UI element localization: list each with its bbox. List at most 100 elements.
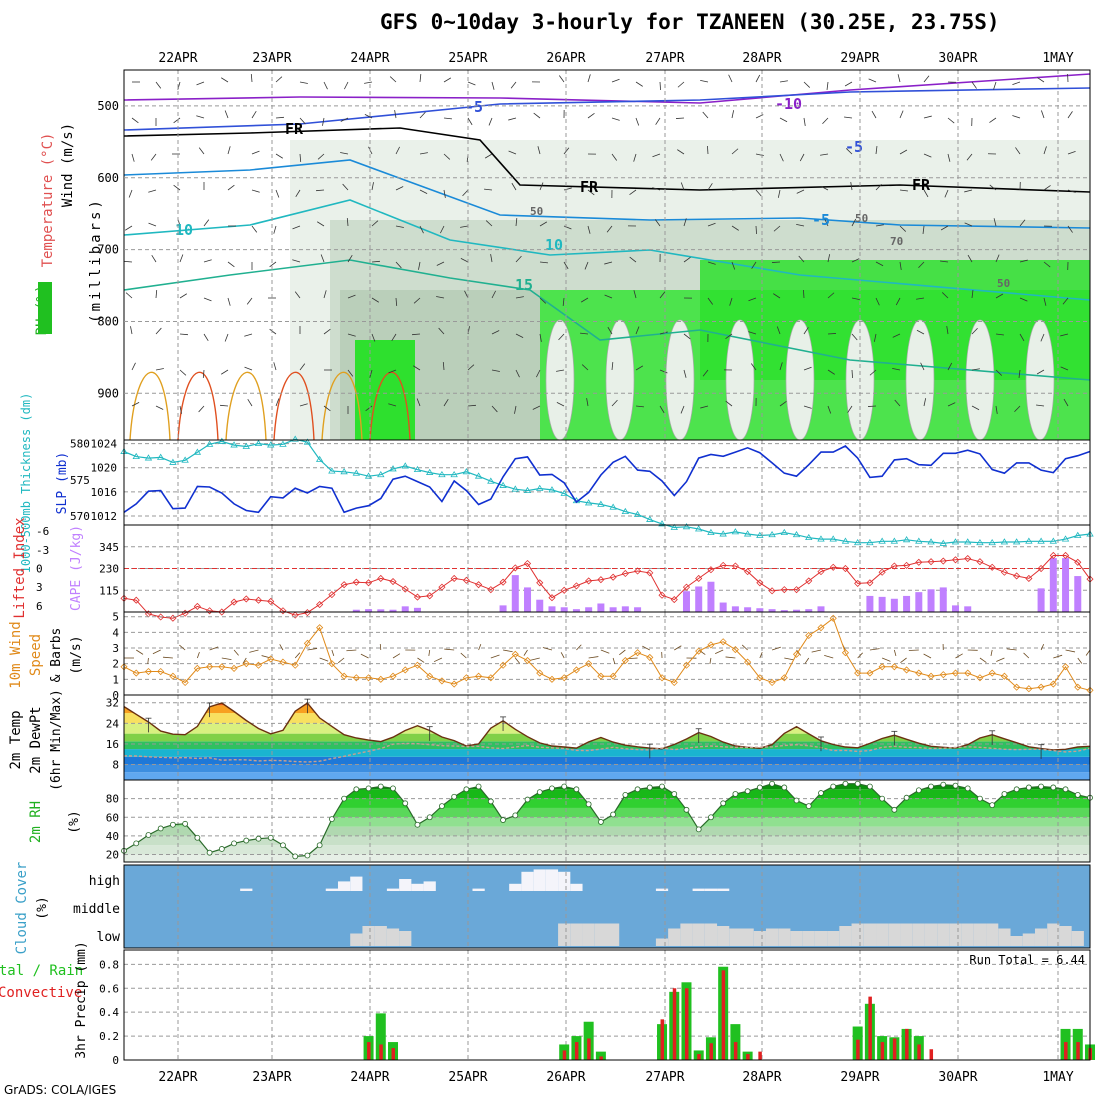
cape-bar-42: [634, 607, 642, 612]
thickness-point-3: [156, 453, 165, 460]
cloud-bar-2-59: [839, 926, 852, 946]
cloud-bar-2-40: [607, 923, 620, 946]
wind-barb-9-29: [827, 405, 832, 414]
wind10-barb-10: [242, 657, 247, 664]
wind10-barb-64: [900, 657, 907, 664]
wind-barb-7-22: [659, 331, 668, 335]
wind-barb-5-33: [918, 261, 925, 269]
wind-barb-9-22: [659, 405, 665, 414]
thickness-point-78: [1074, 531, 1082, 538]
cloud-bar-0-48: [704, 888, 718, 891]
temp-contour-5: [123, 259, 1091, 381]
wind-barb-9-5: [247, 399, 253, 407]
thickness-point-75: [1037, 537, 1045, 544]
wind-barb-8-32: [892, 367, 901, 371]
rh-point-16: [316, 842, 323, 849]
wind10-point-38: [585, 660, 593, 668]
thickness-point-22: [389, 465, 397, 472]
date-label-top-5: 27APR: [645, 51, 684, 66]
wind-barb-1-0: [131, 117, 139, 124]
wind-barb-8-4: [221, 369, 229, 375]
wind10-barb-72: [996, 657, 1005, 662]
wind-barb-9-39: [1063, 398, 1069, 407]
rh-point-23: [402, 800, 409, 807]
rh-band-5: [124, 807, 1090, 818]
thickness-point-70: [976, 538, 984, 546]
wind-barb-4-28: [796, 223, 805, 227]
rh-point-41: [622, 792, 629, 798]
wind10-point-23: [401, 666, 409, 674]
wind-barb-4-37: [1019, 219, 1026, 227]
wind10-point-54: [780, 674, 788, 682]
lifted-index-point-77: [1061, 551, 1070, 560]
wind-barb-6-14: [464, 290, 469, 299]
cape-bar-65: [915, 592, 923, 612]
wind10-axis-label-3: & Barbs: [49, 628, 64, 683]
wind-barb-0-4: [221, 77, 229, 83]
wind-barb-8-2: [179, 369, 187, 376]
cape-bar-21: [377, 609, 385, 612]
wind-barb-9-1: [155, 405, 164, 410]
dewpt-axis-label: 2m DewPt: [28, 706, 44, 773]
cloud-bar-2-19: [350, 933, 363, 946]
temp-band-8: [124, 705, 1090, 714]
wind-barb-6-10: [371, 297, 379, 303]
rh-point-65: [915, 787, 922, 794]
lifted-index-point-6: [193, 602, 201, 610]
wind-barb-8-22: [659, 369, 668, 374]
date-label-bottom-2: 24APR: [350, 1070, 389, 1085]
cloud-bar-0-22: [386, 888, 400, 891]
lifted-index-point-44: [658, 591, 666, 599]
wind-barb-7-21: [635, 326, 640, 335]
date-label-top-1: 23APR: [252, 51, 291, 66]
cape-bar-35: [548, 606, 556, 612]
temp-contour-0: [123, 73, 1091, 104]
wind10-point-14: [291, 661, 299, 669]
wind-barb-7-26: [748, 331, 757, 335]
wind-barb-7-20: [607, 326, 613, 335]
wind-barb-6-35: [971, 290, 974, 299]
wind10-point-72: [1000, 672, 1008, 680]
temp-band-1: [124, 764, 1090, 773]
thickness-point-17: [328, 467, 336, 474]
temp-tick-2: 16: [106, 738, 119, 751]
wind10-barb-28: [460, 652, 467, 659]
rh-bands: [124, 783, 1090, 862]
temp-contour-4: [123, 199, 1091, 301]
wind-barb-1-36: [989, 117, 997, 123]
wind-barb-0-24: [700, 79, 709, 83]
cloud-bar-2-53: [765, 928, 779, 946]
date-label-bottom-8: 30APR: [938, 1070, 977, 1085]
wind-barb-6-31: [875, 297, 880, 306]
thickness-point-7: [205, 440, 214, 447]
contour-label-9: 15: [515, 276, 533, 294]
thickness-point-12: [267, 441, 275, 448]
precip-conv-bar-47: [697, 1054, 701, 1060]
wind10-barb-27: [444, 648, 455, 651]
upper-air-ytick-3: 800: [97, 314, 119, 328]
wind-barb-3-21: [629, 189, 637, 196]
wind-barb-8-27: [779, 362, 783, 371]
minmax-axis-label: (6hr Min/Max): [49, 689, 64, 791]
wind10-barb-45: [674, 645, 682, 651]
temp-band-7: [124, 713, 1090, 724]
lifted-index-point-28: [462, 576, 470, 584]
wind10-point-7: [206, 663, 214, 671]
wind10-barb-68: [955, 653, 963, 659]
lifted-index-point-17: [328, 591, 336, 599]
cape-bar-55: [793, 609, 801, 612]
thickness-point-4: [169, 458, 177, 465]
lifted-index-point-8: [218, 608, 226, 616]
wind-barb-4-31: [875, 224, 884, 227]
rh-point-43: [646, 784, 653, 791]
cloud-level-high: high: [89, 874, 120, 889]
wind-barb-9-37: [1014, 405, 1021, 413]
rh-band-1: [124, 845, 1090, 855]
date-label-top-7: 29APR: [840, 51, 879, 66]
lifted-index-point-40: [609, 573, 617, 581]
date-label-bottom-4: 26APR: [546, 1070, 585, 1085]
lifted-index-point-54: [780, 586, 788, 594]
wind-barb-5-10: [371, 260, 381, 263]
wind-barb-0-19: [587, 74, 591, 83]
thickness-point-61: [866, 538, 874, 546]
